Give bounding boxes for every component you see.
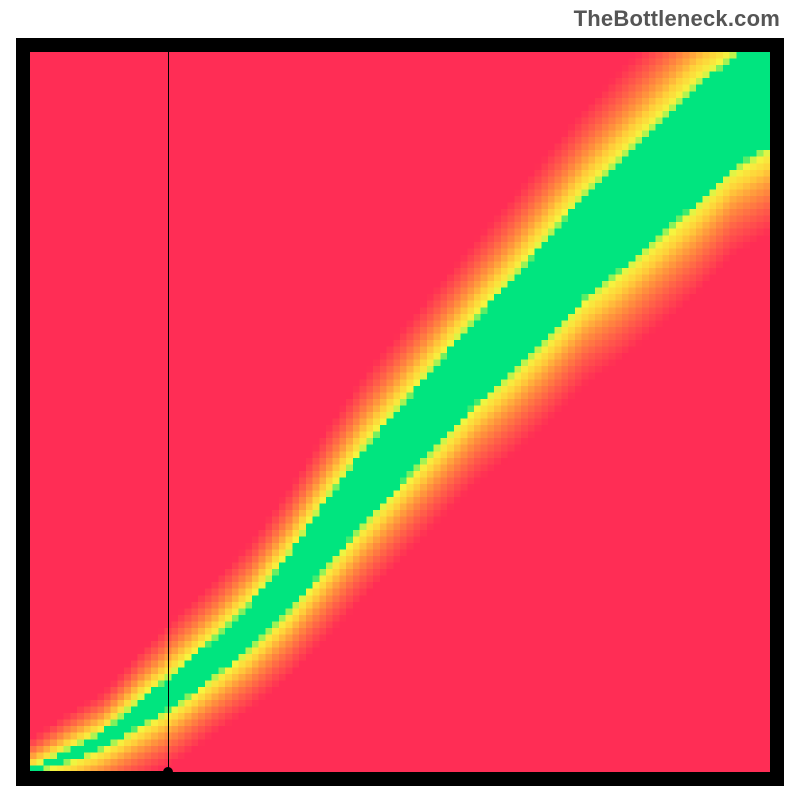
crosshair-vertical-line [168, 52, 169, 772]
chart-container: TheBottleneck.com [0, 0, 800, 800]
heatmap-canvas [30, 52, 770, 772]
crosshair-marker [163, 767, 173, 777]
plot-frame [16, 38, 784, 786]
attribution-text: TheBottleneck.com [574, 6, 780, 32]
crosshair-horizontal-line [30, 771, 169, 772]
heatmap-plot [30, 52, 770, 772]
